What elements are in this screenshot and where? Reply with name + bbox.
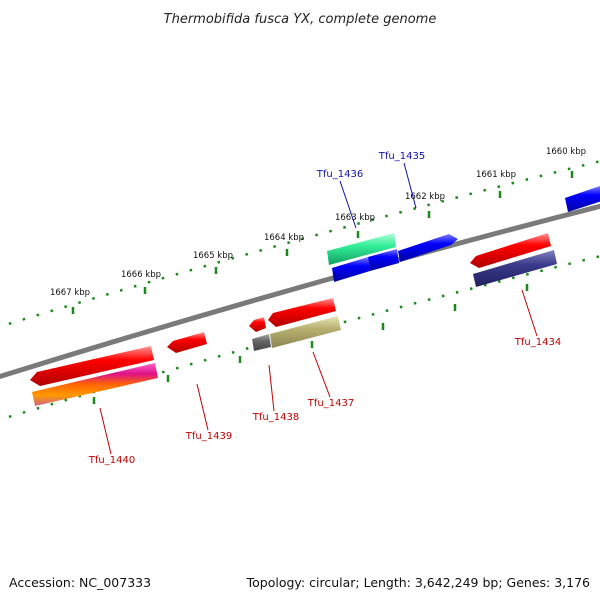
feature-tfu-1438[interactable]	[249, 317, 271, 351]
kbp-label: 1662 kbp	[405, 192, 445, 202]
gene-label-tfu-1440: Tfu_1440	[88, 455, 135, 466]
kbp-label: 1665 kbp	[193, 251, 233, 261]
accession-text: Accession: NC_007333	[9, 575, 151, 590]
feature-tfu-1437[interactable]	[268, 298, 341, 348]
kbp-label: 1667 kbp	[50, 288, 90, 298]
kbp-label: 1661 kbp	[476, 170, 516, 180]
gene-label-tfu-1437: Tfu_1437	[307, 398, 354, 409]
kbp-label: 1663 kbp	[335, 213, 375, 223]
gene-label-tfu-1439: Tfu_1439	[185, 431, 232, 442]
feature-tfu-1434[interactable]	[470, 233, 557, 287]
feature-tfu-1439[interactable]	[167, 332, 207, 353]
kbp-label: 1666 kbp	[121, 270, 161, 280]
outer-tick-row	[0, 159, 600, 328]
kbp-label: 1664 kbp	[264, 233, 304, 243]
feature-tfu-1435[interactable]	[398, 234, 458, 262]
feature-tfu-1436[interactable]	[327, 233, 399, 282]
gene-label-tfu-1436: Tfu_1436	[316, 169, 363, 180]
kbp-labels: 1667 kbp 1666 kbp 1665 kbp 1664 kbp 1663…	[50, 147, 586, 298]
gene-label-tfu-1438: Tfu_1438	[252, 412, 299, 423]
gene-label-tfu-1435: Tfu_1435	[378, 151, 425, 162]
topology-text: Topology: circular; Length: 3,642,249 bp…	[246, 575, 590, 590]
feature-tfu-1440[interactable]	[30, 346, 158, 406]
kbp-label: 1660 kbp	[546, 147, 586, 157]
map-title: Thermobifida fusca YX, complete genome	[164, 12, 437, 27]
feature-tfu-1433-partial[interactable]	[565, 186, 600, 212]
gene-label-tfu-1434: Tfu_1434	[514, 337, 561, 348]
inner-major-ticks	[92, 284, 529, 404]
outer-major-ticks	[71, 171, 574, 314]
callout-lines	[99, 162, 538, 455]
genome-backbone	[0, 203, 600, 380]
